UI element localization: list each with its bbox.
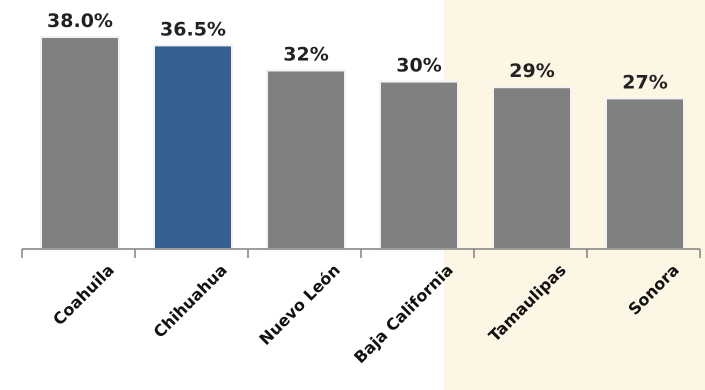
bar-baja-california [379,80,459,250]
bar-coahuila [40,36,120,250]
bar-tamaulipas [492,86,572,250]
category-label-chihuahua: Chihuahua [150,260,231,341]
bar-nuevo-leon [266,69,346,250]
category-label-coahuila: Coahuila [49,260,118,329]
value-label-tamaulipas: 29% [509,60,554,82]
value-label-coahuila: 38.0% [47,10,113,32]
value-label-chihuahua: 36.5% [160,18,226,40]
value-labels-group: 38.0% 36.5% 32% 30% 29% 27% [47,10,668,93]
x-axis [21,248,701,258]
bars-group [40,36,685,251]
value-label-nuevo-leon: 32% [283,44,328,66]
value-label-baja-california: 30% [396,55,441,77]
value-label-sonora: 27% [622,71,667,93]
bar-chihuahua [153,44,233,251]
category-label-nuevo-leon: Nuevo León [255,260,343,348]
bar-sonora [605,97,685,251]
category-label-baja-california: Baja California [350,260,457,367]
